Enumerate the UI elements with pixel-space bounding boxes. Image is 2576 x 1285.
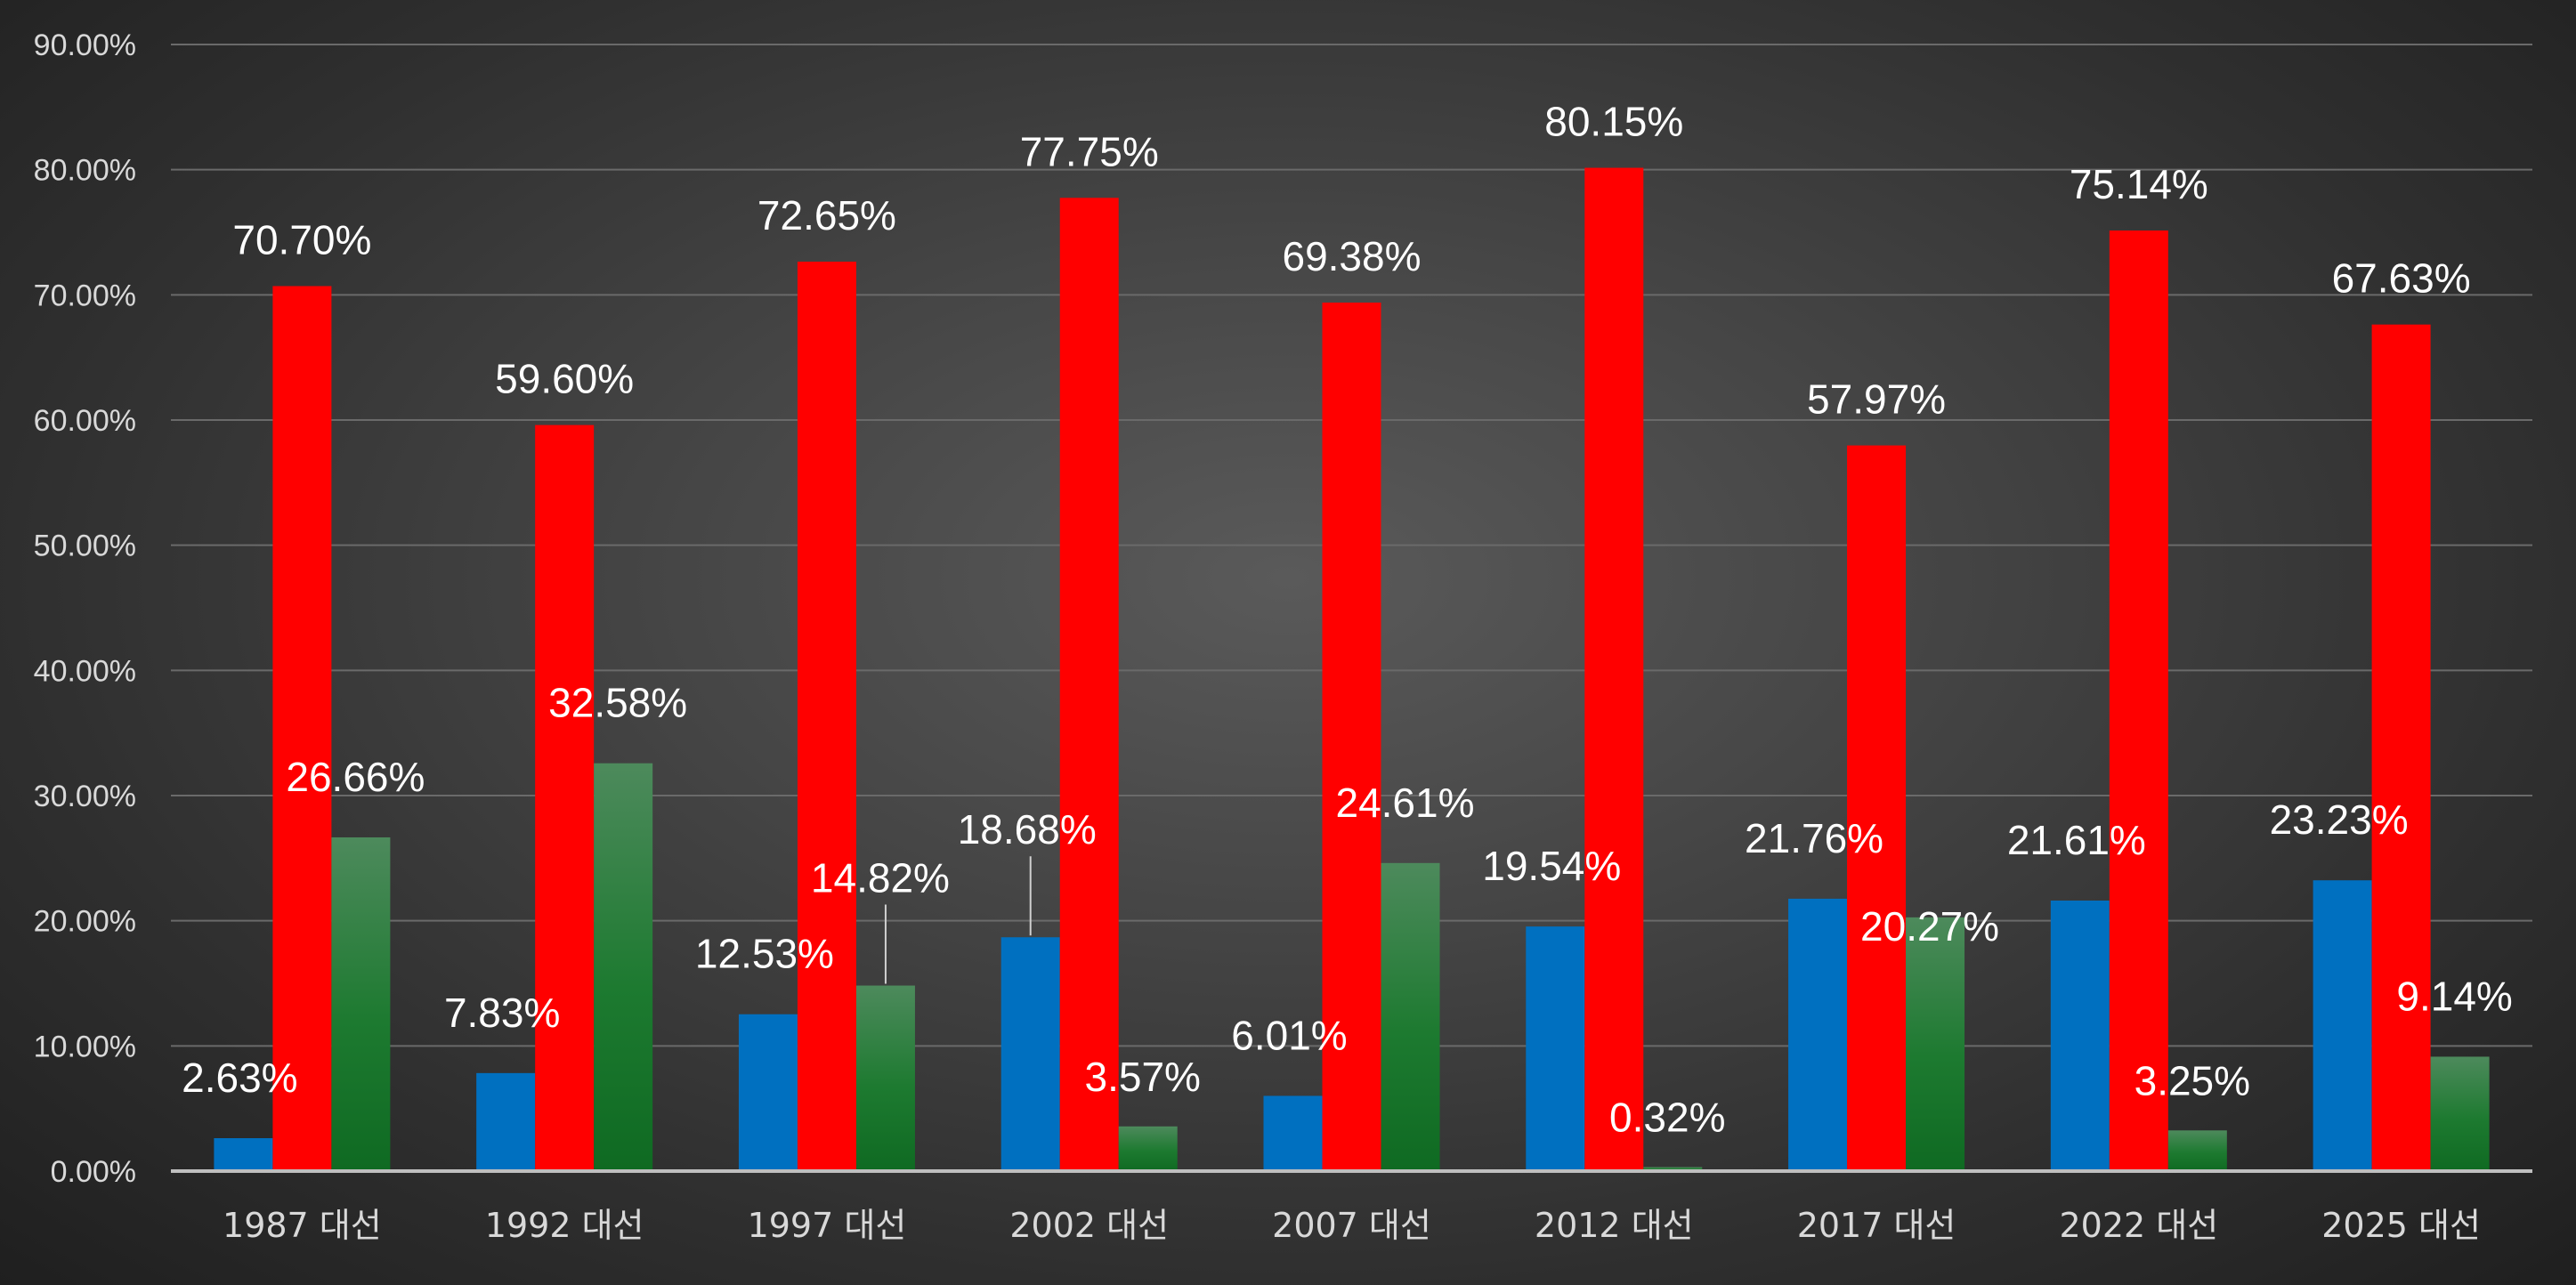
y-axis-tick-labels: 0.00% 10.00% 20.00% 30.00% 40.00% 50.00% 60.00…	[34, 28, 136, 1189]
data-label: 7.83%	[444, 990, 560, 1036]
bar-series-2	[1059, 198, 1119, 1172]
bar-series-3	[594, 763, 653, 1171]
bar-series-1	[214, 1138, 273, 1171]
bar-series-1	[2050, 901, 2110, 1171]
bar-series-1	[1526, 926, 1585, 1171]
data-label: 72.65%	[757, 192, 896, 238]
bar-series-3	[2430, 1056, 2490, 1171]
bar-series-3	[855, 985, 915, 1171]
data-label: 70.70%	[232, 216, 371, 263]
data-label: 26.66%	[286, 754, 425, 800]
x-tick-label: 2002 대선	[1009, 1206, 1169, 1245]
data-label: 12.53%	[695, 931, 834, 977]
bar-series-2	[1847, 445, 1907, 1172]
data-label: 3.25%	[2135, 1057, 2250, 1103]
data-label: 3.57%	[1085, 1054, 1201, 1100]
x-tick-label: 1997 대선	[748, 1206, 907, 1245]
bar-series-3	[331, 836, 391, 1171]
x-tick-label: 2012 대선	[1535, 1206, 1694, 1245]
x-tick-label: 2022 대선	[2059, 1206, 2218, 1245]
data-label: 20.27%	[1860, 903, 1999, 950]
y-tick-label: 70.00%	[34, 279, 136, 312]
bar-series-3	[1906, 917, 1965, 1171]
bar-series-2	[272, 286, 332, 1171]
y-tick-label: 20.00%	[34, 905, 136, 939]
bar-series-2	[2109, 230, 2168, 1172]
bar-series-3	[1381, 862, 1440, 1171]
x-axis-tick-labels: 1987 대선 1992 대선 1997 대선 2002 대선 2007 대선 2012 …	[223, 1206, 2481, 1245]
data-label: 80.15%	[1544, 99, 1683, 145]
bar-series-1	[1263, 1095, 1323, 1171]
data-label: 77.75%	[1020, 128, 1159, 174]
y-tick-label: 80.00%	[34, 154, 136, 188]
data-label: 18.68%	[958, 806, 1097, 853]
x-tick-label: 2007 대선	[1272, 1206, 1431, 1245]
x-tick-label: 2017 대선	[1797, 1206, 1956, 1245]
data-label: 21.61%	[2007, 817, 2146, 863]
x-tick-label: 2025 대선	[2321, 1206, 2481, 1245]
bar-series-1	[1000, 937, 1060, 1171]
bars	[214, 167, 2490, 1172]
data-labels: 2.63% 70.70% 26.66% 7.83% 59.60% 32.58% 12.53%…	[182, 99, 2513, 1141]
y-tick-label: 30.00%	[34, 780, 136, 813]
bar-series-2	[1584, 167, 1644, 1172]
y-tick-label: 60.00%	[34, 404, 136, 438]
bar-series-3	[1118, 1126, 1178, 1171]
y-tick-label: 50.00%	[34, 529, 136, 563]
bar-series-1	[1788, 898, 1848, 1171]
data-label: 57.97%	[1807, 376, 1946, 423]
data-label: 32.58%	[548, 680, 687, 726]
bar-series-3	[1643, 1167, 1703, 1171]
data-label: 59.60%	[495, 356, 634, 402]
data-label: 6.01%	[1231, 1012, 1347, 1058]
data-label: 24.61%	[1335, 780, 1474, 826]
data-label: 2.63%	[182, 1055, 297, 1101]
data-label: 69.38%	[1282, 233, 1421, 279]
data-label: 9.14%	[2396, 973, 2512, 1019]
data-label: 67.63%	[2332, 255, 2471, 302]
data-label: 21.76%	[1745, 815, 1883, 861]
bar-series-3	[2167, 1130, 2227, 1171]
bar-series-1	[738, 1014, 798, 1171]
y-tick-label: 90.00%	[34, 28, 136, 62]
x-tick-label: 1987 대선	[223, 1206, 382, 1245]
data-label: 75.14%	[2070, 161, 2208, 207]
data-label: 14.82%	[811, 855, 950, 901]
bar-series-1	[476, 1072, 536, 1171]
y-tick-label: 40.00%	[34, 654, 136, 688]
bar-series-2	[535, 424, 595, 1171]
bar-series-2	[797, 262, 856, 1172]
x-tick-label: 1992 대선	[485, 1206, 644, 1245]
bar-series-2	[1322, 303, 1381, 1171]
bar-series-1	[2313, 880, 2372, 1171]
data-label: 23.23%	[2270, 796, 2409, 843]
y-tick-label: 10.00%	[34, 1030, 136, 1063]
y-tick-label: 0.00%	[51, 1155, 136, 1189]
data-label: 19.54%	[1482, 843, 1621, 889]
data-label: 0.32%	[1609, 1094, 1725, 1140]
bar-series-2	[2371, 324, 2431, 1171]
